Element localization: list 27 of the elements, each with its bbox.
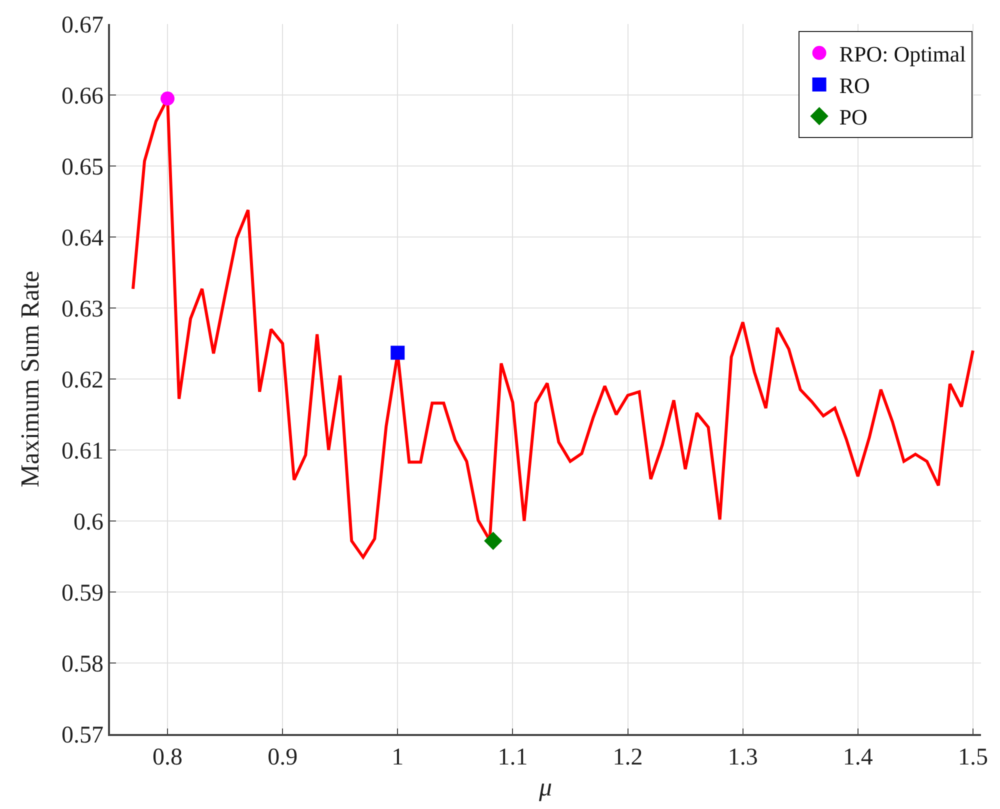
x-tick-label: 1.2 (612, 744, 643, 771)
y-tick-label: 0.61 (61, 438, 104, 464)
x-tick-label: 0.8 (152, 744, 183, 771)
point (160, 92, 175, 106)
y-tick-label: 0.67 (61, 12, 104, 38)
x-axis-title: μ (538, 772, 552, 802)
y-tick-label: 0.66 (61, 83, 104, 110)
legend-label: RPO: Optimal (839, 41, 966, 66)
x-tick-label: 1 (392, 744, 404, 771)
y-tick-label: 0.62 (61, 367, 104, 394)
y-tick-label: 0.65 (61, 154, 104, 180)
y-axis-title: Maximum Sum Rate (15, 270, 44, 488)
point (484, 532, 502, 550)
legend-label: PO (839, 104, 868, 130)
legend-label: RO (839, 73, 870, 98)
y-tick-label: 0.58 (61, 651, 104, 678)
x-tick-label: 1.5 (958, 744, 988, 771)
x-tick-label: 0.9 (268, 744, 298, 771)
x-tick-label: 1.3 (728, 744, 758, 771)
y-tick-label: 0.63 (61, 296, 104, 322)
y-tick-label: 0.64 (61, 225, 104, 252)
x-tick-label: 1.4 (842, 744, 873, 771)
point (390, 346, 405, 360)
x-tick-label: 1.1 (498, 744, 528, 771)
y-tick-label: 0.6 (73, 509, 104, 536)
y-tick-label: 0.59 (61, 580, 104, 606)
y-tick-label: 0.57 (61, 722, 104, 748)
